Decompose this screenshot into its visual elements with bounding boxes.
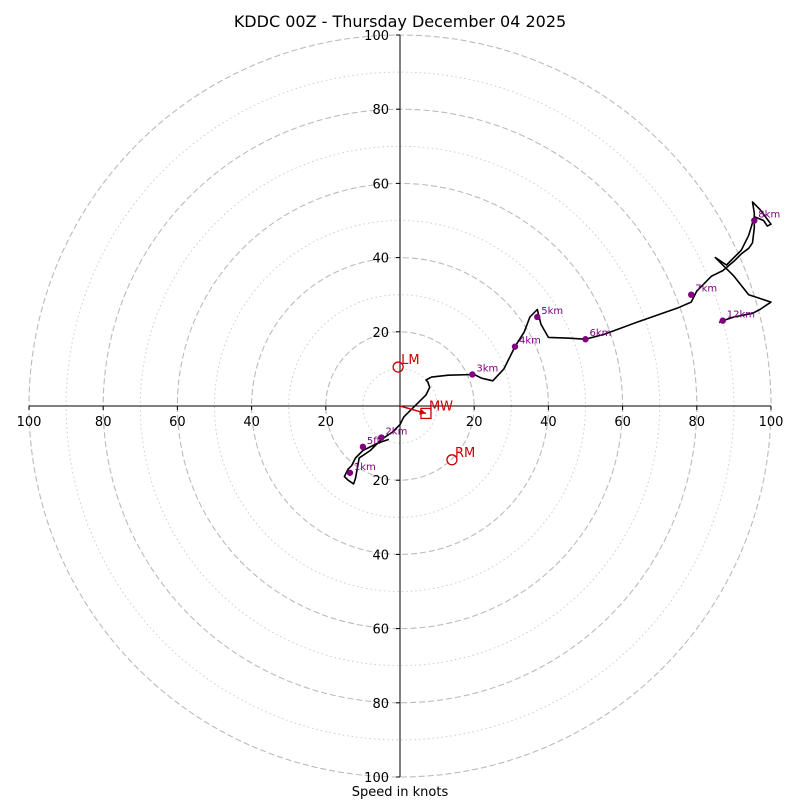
height-marker-point: [359, 443, 367, 451]
height-marker-label: 2km: [385, 427, 407, 438]
mean-wind-arrowhead: [419, 408, 426, 415]
y-tick-label: 60: [372, 177, 389, 192]
height-marker-point: [688, 291, 695, 298]
x-tick-label: 80: [689, 415, 706, 430]
y-tick-label: 20: [372, 326, 389, 341]
x-tick-label: 40: [540, 415, 557, 430]
height-marker-label: 12km: [727, 310, 755, 321]
x-tick-label: 80: [95, 415, 112, 430]
hodograph-line: [343, 201, 772, 485]
height-marker-label: 4km: [519, 336, 541, 347]
y-tick-label: 40: [372, 252, 389, 267]
x-tick-label: 60: [169, 415, 186, 430]
y-tick-label: 20: [372, 474, 389, 489]
x-tick-label: 100: [17, 415, 42, 430]
chart-title: KDDC 00Z - Thursday December 04 2025: [234, 12, 566, 31]
height-marker-point: [534, 313, 541, 321]
x-tick-label: 100: [759, 415, 784, 430]
height-marker-label: 1km: [354, 462, 376, 473]
height-marker-label: 3km: [476, 363, 498, 374]
x-axis-label: Speed in knots: [352, 785, 449, 800]
storm-motion-label: LM: [401, 353, 419, 368]
height-marker-point: [751, 217, 758, 224]
y-tick-label: 100: [364, 771, 389, 786]
height-marker-label: 5ft: [367, 436, 381, 447]
storm-motion-label: MW: [429, 399, 453, 414]
y-tick-label: 40: [372, 548, 389, 563]
storm-motion-marker: [446, 454, 458, 466]
height-marker-label: 7km: [695, 284, 717, 295]
height-marker-point: [469, 371, 476, 378]
height-marker-label: 8km: [758, 210, 780, 221]
x-tick-label: 60: [614, 415, 631, 430]
height-marker-point: [719, 317, 726, 324]
height-markers: 5ft 1km 2km 3km 4km 5km 6km 7km 8km 12km: [346, 210, 780, 476]
x-tick-label: 20: [318, 415, 335, 430]
y-tick-label: 60: [372, 623, 389, 638]
x-tick-label: 20: [466, 415, 483, 430]
height-marker-label: 6km: [590, 328, 612, 339]
height-marker-point: [582, 336, 589, 343]
y-tick-label: 80: [372, 103, 389, 118]
height-marker-point: [511, 343, 519, 350]
x-tick-label: 40: [243, 415, 260, 430]
y-tick-label: 100: [364, 29, 389, 44]
height-marker-point: [346, 469, 354, 476]
storm-motion-marker: [392, 361, 404, 373]
storm-motion-label: RM: [455, 446, 475, 461]
tick-labels: 100 80 60 40 20 20 40 60 80 100 100 80 60 40 20 20 40 60 8…: [17, 29, 784, 786]
height-marker-label: 5km: [541, 306, 563, 317]
height-marker-point: [378, 434, 385, 441]
hodograph-trace: [343, 201, 772, 485]
storm-motion-markers: LM RM MW: [392, 353, 475, 466]
y-tick-label: 80: [372, 697, 389, 712]
